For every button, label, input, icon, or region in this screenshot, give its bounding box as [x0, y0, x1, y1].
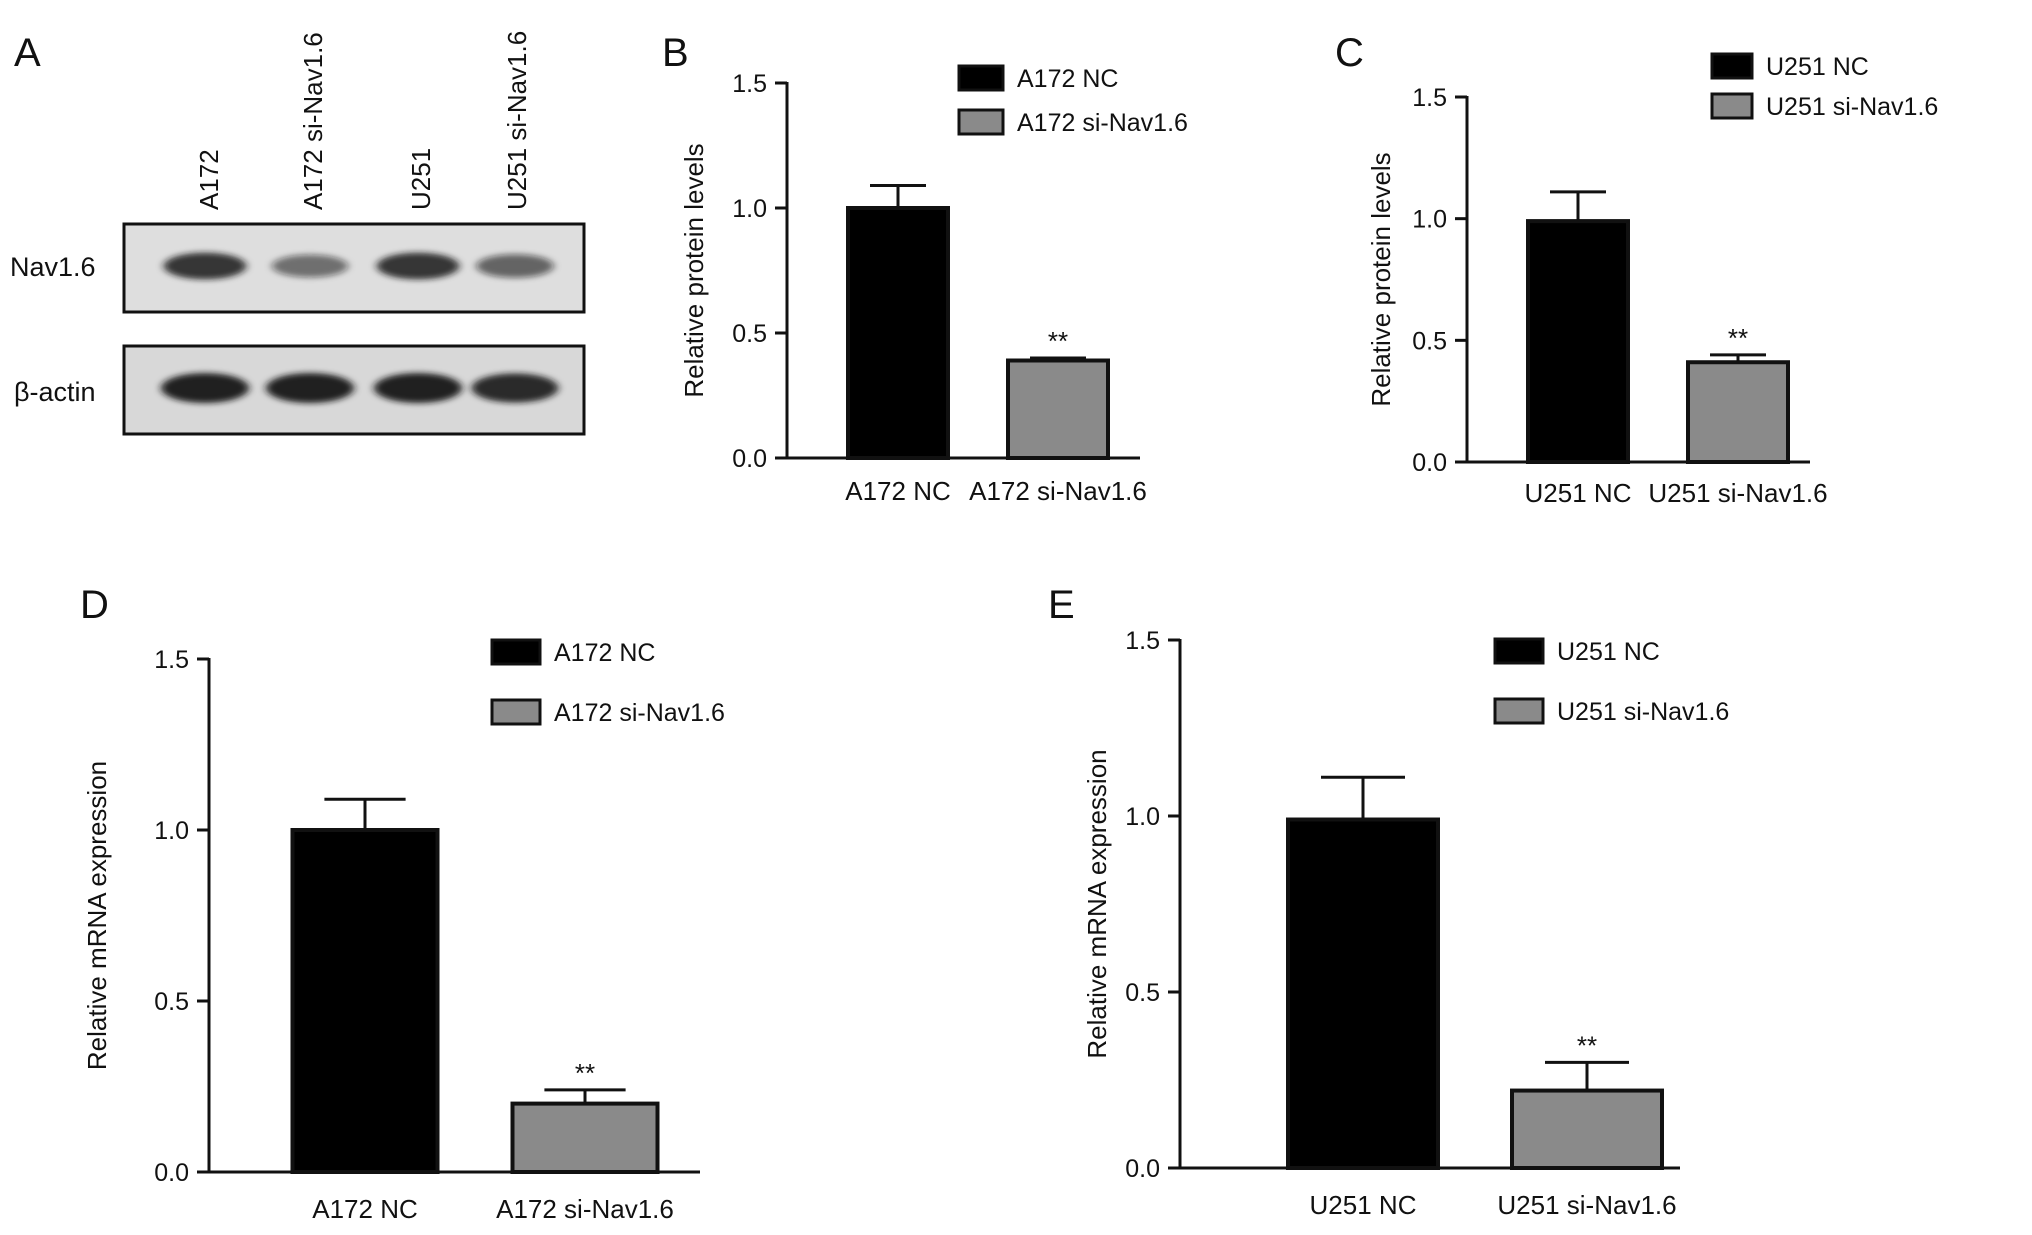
- significance-label: **: [1577, 1030, 1597, 1060]
- legend-swatch: [490, 698, 542, 726]
- x-tick-label: U251 NC: [1310, 1190, 1417, 1220]
- y-tick-label: 0.5: [1125, 979, 1160, 1007]
- lane-label: U251: [406, 148, 436, 210]
- blot-row-label-beta-actin: β-actin: [14, 377, 96, 407]
- y-tick-label: 1.0: [154, 817, 189, 845]
- y-axis-label: Relative mRNA expression: [82, 761, 112, 1070]
- significance-label: **: [1728, 323, 1748, 353]
- lane-label: A172: [194, 149, 224, 210]
- bar: [290, 828, 440, 1174]
- blot-band: [163, 252, 247, 280]
- bar-chart-panel-c: 0.0 0.5 1.0 1.5 Relative protein levels U251 …: [1366, 52, 1938, 508]
- y-axis-label: Relative protein levels: [1366, 152, 1396, 406]
- blot-band: [471, 373, 559, 403]
- bar-chart-panel-e: 0.0 0.5 1.0 1.5 Relative mRNA expression U251…: [1082, 627, 1729, 1220]
- x-tick-label: U251 NC: [1525, 478, 1632, 508]
- y-tick-label: 1.0: [1125, 803, 1160, 831]
- blot-band: [271, 254, 349, 278]
- y-tick-label: 1.5: [1125, 627, 1160, 655]
- blot-band: [374, 373, 462, 403]
- x-tick-label: U251 si-Nav1.6: [1497, 1190, 1676, 1220]
- legend-swatch: [957, 64, 1005, 92]
- blot-band: [376, 252, 460, 280]
- bar: [1006, 358, 1110, 460]
- legend-swatch: [957, 108, 1005, 136]
- legend-label: U251 NC: [1766, 53, 1869, 81]
- legend-label: U251 si-Nav1.6: [1766, 93, 1938, 121]
- y-tick-label: 0.0: [1412, 449, 1447, 477]
- y-axis-label: Relative mRNA expression: [1082, 749, 1112, 1058]
- bar: [1686, 360, 1790, 465]
- x-tick-label: A172 NC: [845, 476, 951, 506]
- legend-label: A172 NC: [1017, 65, 1118, 93]
- y-tick-label: 1.5: [154, 646, 189, 674]
- legend-label: A172 si-Nav1.6: [554, 699, 725, 727]
- legend-swatch: [1710, 92, 1754, 120]
- panel-letter-e: E: [1048, 583, 1075, 627]
- y-tick-label: 0.5: [1412, 327, 1447, 355]
- blot-band: [476, 254, 554, 278]
- bar: [1510, 1088, 1664, 1171]
- lane-label: A172 si-Nav1.6: [298, 32, 328, 210]
- legend-label: U251 NC: [1557, 638, 1660, 666]
- blot-band: [266, 373, 354, 403]
- x-tick-label: A172 si-Nav1.6: [969, 476, 1147, 506]
- y-tick-label: 0.0: [154, 1159, 189, 1187]
- x-tick-label: A172 NC: [312, 1194, 418, 1224]
- legend-swatch: [490, 638, 542, 666]
- legend-label: U251 si-Nav1.6: [1557, 698, 1729, 726]
- bar: [510, 1101, 660, 1174]
- blot-band: [161, 373, 249, 403]
- y-tick-label: 1.0: [732, 195, 767, 223]
- legend-label: A172 NC: [554, 639, 655, 667]
- bar: [846, 206, 950, 460]
- legend-swatch: [1710, 52, 1754, 80]
- y-tick-label: 0.0: [1125, 1155, 1160, 1183]
- bar-chart-panel-b: 0.0 0.5 1.0 1.5 Relative protein levels A172 …: [679, 64, 1188, 506]
- y-tick-label: 0.5: [732, 320, 767, 348]
- panel-letter-b: B: [662, 31, 689, 75]
- blot-row-label-nav16: Nav1.6: [10, 252, 96, 282]
- y-tick-label: 1.5: [1412, 84, 1447, 112]
- significance-label: **: [1048, 326, 1068, 356]
- y-tick-label: 1.0: [1412, 206, 1447, 234]
- legend-swatch: [1493, 637, 1545, 665]
- x-tick-label: A172 si-Nav1.6: [496, 1194, 674, 1224]
- y-tick-label: 0.5: [154, 988, 189, 1016]
- significance-label: **: [575, 1058, 595, 1088]
- legend-label: A172 si-Nav1.6: [1017, 109, 1188, 137]
- y-axis-label: Relative protein levels: [679, 143, 709, 397]
- panel-letter-c: C: [1335, 31, 1364, 75]
- lane-label: U251 si-Nav1.6: [502, 31, 532, 210]
- legend-swatch: [1493, 697, 1545, 725]
- bar: [1526, 219, 1630, 464]
- western-blot: A172 A172 si-Nav1.6 U251 U251 si-Nav1.6 …: [10, 31, 586, 436]
- bar: [1286, 817, 1440, 1171]
- bar-chart-panel-d: 0.0 0.5 1.0 1.5 Relative mRNA expression A172…: [82, 638, 725, 1224]
- y-tick-label: 0.0: [732, 445, 767, 473]
- panel-letter-d: D: [80, 583, 109, 627]
- panel-letter-a: A: [14, 31, 41, 75]
- x-tick-label: U251 si-Nav1.6: [1648, 478, 1827, 508]
- y-tick-label: 1.5: [732, 70, 767, 98]
